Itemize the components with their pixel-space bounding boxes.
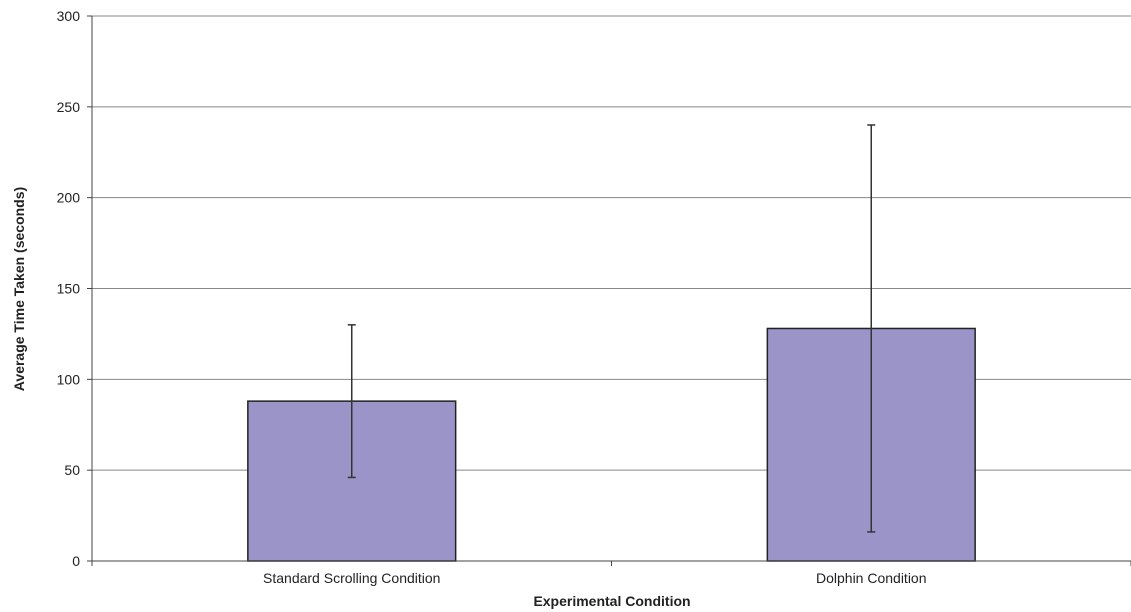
y-tick-label: 0: [72, 553, 80, 569]
y-tick-label: 50: [64, 462, 80, 478]
x-axis-title: Experimental Condition: [533, 593, 690, 609]
bars: [247, 327, 976, 562]
x-tick-label: Dolphin Condition: [816, 570, 927, 586]
tick-labels: 0 50 100 150 200 250 300 Standard Scrolling Con…: [57, 8, 927, 586]
y-tick-label: 250: [57, 99, 81, 115]
error-bars: [347, 124, 876, 533]
y-tick-label: 300: [57, 8, 81, 24]
y-axis-title: Average Time Taken (seconds): [11, 187, 27, 391]
y-tick-label: 100: [57, 371, 81, 387]
axes: [87, 15, 1131, 566]
y-tick-label: 150: [57, 281, 81, 297]
y-tick-label: 200: [57, 190, 81, 206]
x-tick-label: Standard Scrolling Condition: [263, 570, 440, 586]
